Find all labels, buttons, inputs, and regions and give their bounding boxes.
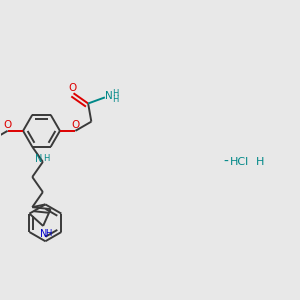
Text: -: - [224, 155, 228, 169]
Text: O: O [71, 121, 80, 130]
Text: H: H [46, 230, 52, 238]
Text: N: N [40, 229, 47, 239]
Text: H: H [43, 154, 49, 163]
Text: H: H [112, 89, 118, 98]
Text: H: H [256, 157, 264, 167]
Text: N: N [105, 91, 113, 101]
Text: H: H [112, 95, 118, 104]
Text: O: O [68, 83, 76, 93]
Text: HCl: HCl [230, 157, 249, 167]
Text: N: N [35, 154, 43, 164]
Text: O: O [4, 121, 12, 130]
